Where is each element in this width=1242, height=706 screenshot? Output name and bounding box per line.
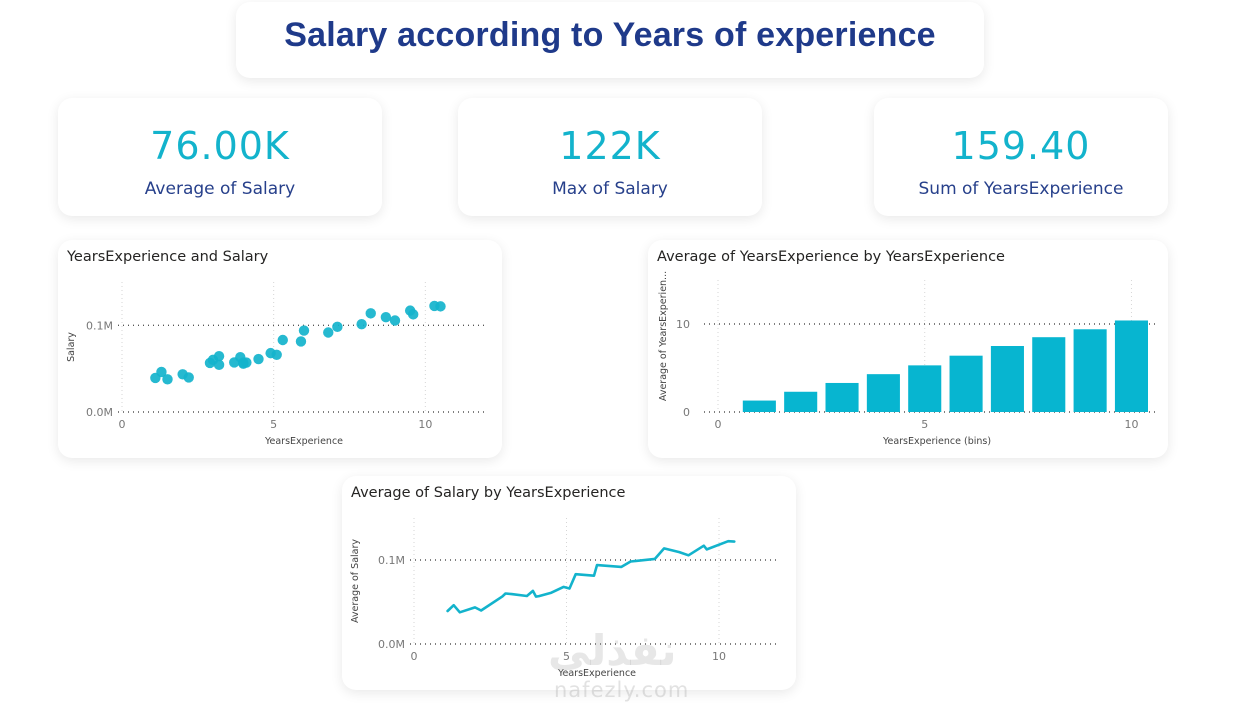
x-tick-label: 5 [270, 418, 277, 431]
chart-title: YearsExperience and Salary [67, 249, 269, 265]
x-axis-label: YearsExperience (bins) [882, 436, 991, 447]
y-axis-label: Average of Salary [350, 539, 361, 623]
chart-title: Average of YearsExperience by YearsExper… [657, 249, 1005, 265]
kpi-card-sum-years[interactable]: 159.40 Sum of YearsExperience [874, 98, 1168, 216]
x-tick-label: 0 [411, 650, 418, 663]
bar [866, 374, 900, 412]
bar [1032, 337, 1066, 412]
scatter-point [365, 308, 376, 319]
scatter-point [241, 357, 252, 368]
scatter-point [213, 350, 225, 362]
chart-title: Average of Salary by YearsExperience [351, 485, 626, 501]
scatter-chart[interactable]: 0 5 10 0.0M 0.1M YearsExperience Salary [58, 240, 502, 458]
scatter-chart-card[interactable]: YearsExperience and Salary 0 5 10 0.0M 0.1M Y… [58, 240, 502, 458]
bar [742, 400, 776, 412]
scatter-point [156, 366, 167, 378]
y-tick-label: 0.1M [378, 554, 405, 567]
scatter-point [253, 353, 264, 365]
scatter-point [183, 372, 194, 383]
x-tick-label: 10 [418, 418, 432, 431]
x-tick-label: 10 [712, 650, 726, 663]
bar [990, 346, 1024, 412]
x-tick-label: 5 [921, 418, 928, 431]
bar [825, 382, 859, 412]
x-tick-label: 10 [1124, 418, 1138, 431]
y-tick-label: 10 [676, 318, 690, 331]
kpi-card-max-salary[interactable]: 122K Max of Salary [458, 98, 762, 216]
line-chart-card[interactable]: Average of Salary by YearsExperience 0 5 1… [342, 476, 796, 690]
scatter-point [389, 315, 401, 326]
y-axis-label: Salary [66, 332, 77, 362]
line-series [446, 539, 736, 614]
bar [1073, 329, 1107, 412]
bar [949, 355, 983, 412]
scatter-point [277, 334, 288, 346]
scatter-point [213, 359, 225, 371]
title-card: Salary according to Years of experience [236, 2, 984, 78]
y-tick-label: 0 [683, 406, 690, 419]
kpi-label: Average of Salary [144, 179, 296, 199]
scatter-point [435, 301, 446, 312]
scatter-point [162, 374, 173, 385]
x-tick-label: 5 [563, 650, 570, 663]
scatter-point [408, 309, 419, 320]
bar [1114, 320, 1148, 412]
scatter-point [356, 319, 367, 330]
kpi-value: 159.40 [951, 124, 1091, 168]
scatter-point [295, 336, 307, 347]
kpi-card-average-salary[interactable]: 76.00K Average of Salary [58, 98, 382, 216]
scatter-point [380, 311, 392, 323]
x-axis-label: YearsExperience [264, 436, 343, 447]
bar [784, 391, 818, 412]
y-tick-label: 0.0M [86, 406, 113, 419]
y-axis-label: Average of YearsExperien... [658, 271, 669, 401]
x-tick-label: 0 [715, 418, 722, 431]
page-title: Salary according to Years of experience [284, 16, 936, 54]
bar-chart[interactable]: 0 5 10 0 10 YearsExperience (bins) Average of … [648, 240, 1168, 458]
bar-chart-card[interactable]: Average of YearsExperience by YearsExper… [648, 240, 1168, 458]
x-tick-label: 0 [119, 418, 126, 431]
bar [908, 365, 942, 412]
y-tick-label: 0.0M [378, 638, 405, 651]
scatter-point [323, 327, 334, 338]
kpi-label: Sum of YearsExperience [918, 179, 1124, 199]
kpi-label: Max of Salary [552, 179, 668, 199]
scatter-point [298, 325, 310, 336]
scatter-point [271, 349, 282, 360]
scatter-point [332, 321, 343, 333]
kpi-value: 76.00K [150, 124, 290, 168]
y-tick-label: 0.1M [86, 319, 113, 332]
x-axis-label: YearsExperience [557, 668, 636, 679]
kpi-value: 122K [559, 124, 661, 168]
